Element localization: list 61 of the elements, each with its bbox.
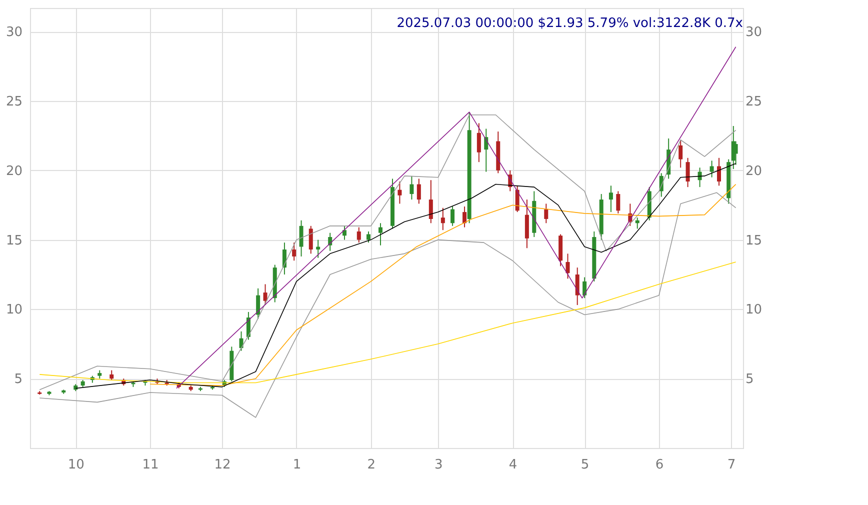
candlestick (366, 230, 370, 244)
line-series (39, 192, 736, 418)
candlestick (416, 178, 421, 204)
x-tick-label: 5 (580, 458, 590, 472)
candlestick (462, 206, 467, 228)
annotation: 2025.07.03 00:00:00 $21.93 5.79% vol:3122.8K 0.7x (396, 16, 744, 31)
candlestick (524, 199, 529, 249)
candlestick (635, 217, 640, 230)
line-series (39, 262, 736, 384)
candlestick (256, 288, 260, 320)
line-series (150, 184, 736, 386)
y2-tick-label: 15 (746, 233, 762, 248)
candlestick (608, 185, 613, 213)
y2-tick-label: 25 (746, 94, 762, 110)
x-tick-label: 1 (292, 458, 302, 472)
y2-tick-label: 20 (746, 164, 762, 179)
candlestick (316, 239, 320, 258)
candlestick (308, 225, 313, 254)
y-tick-label: 25 (6, 94, 22, 110)
candlestick (378, 222, 382, 246)
candlestick (410, 175, 414, 200)
y2-tick-label: 30 (746, 25, 762, 40)
candlestick (616, 190, 620, 214)
x-tick-label: 2 (367, 458, 376, 472)
candlestick (398, 181, 402, 204)
candlestick (575, 267, 580, 306)
candlestick (110, 370, 114, 380)
x-tick-label: 6 (655, 458, 664, 472)
x-tick-label: 7 (727, 458, 736, 472)
line-series (39, 114, 736, 390)
candlestick (476, 122, 481, 163)
y-tick-label: 30 (6, 25, 22, 40)
x-tick-label: 11 (142, 458, 159, 472)
candlestick (716, 157, 721, 186)
line-series (75, 163, 736, 389)
y2-tick-label: 5 (746, 372, 754, 388)
candlestick (440, 207, 445, 231)
candlestick (342, 225, 346, 240)
candlestick (566, 253, 570, 280)
candlestick (678, 139, 683, 168)
y-tick-label: 5 (14, 372, 22, 388)
line-series (176, 46, 736, 389)
candlestick (263, 284, 268, 306)
y-tick-label: 10 (6, 302, 22, 318)
y-tick-label: 20 (6, 164, 22, 179)
candlestick (582, 276, 587, 299)
candlestick (428, 180, 433, 224)
candlestick (282, 242, 286, 275)
y-tick-label: 15 (6, 233, 22, 248)
x-tick-label: 3 (434, 458, 443, 472)
candlestick (299, 220, 304, 257)
x-tick-label: 12 (214, 458, 231, 472)
candlestick (686, 157, 690, 188)
candlestick (356, 226, 361, 244)
x-tick-label: 4 (508, 458, 518, 472)
y2-tick-label: 10 (746, 302, 762, 318)
candlestick (450, 206, 455, 226)
x-tick-label: 10 (68, 458, 84, 472)
candlestick (292, 242, 296, 262)
candlestick (544, 203, 548, 224)
candlestick (710, 160, 714, 178)
